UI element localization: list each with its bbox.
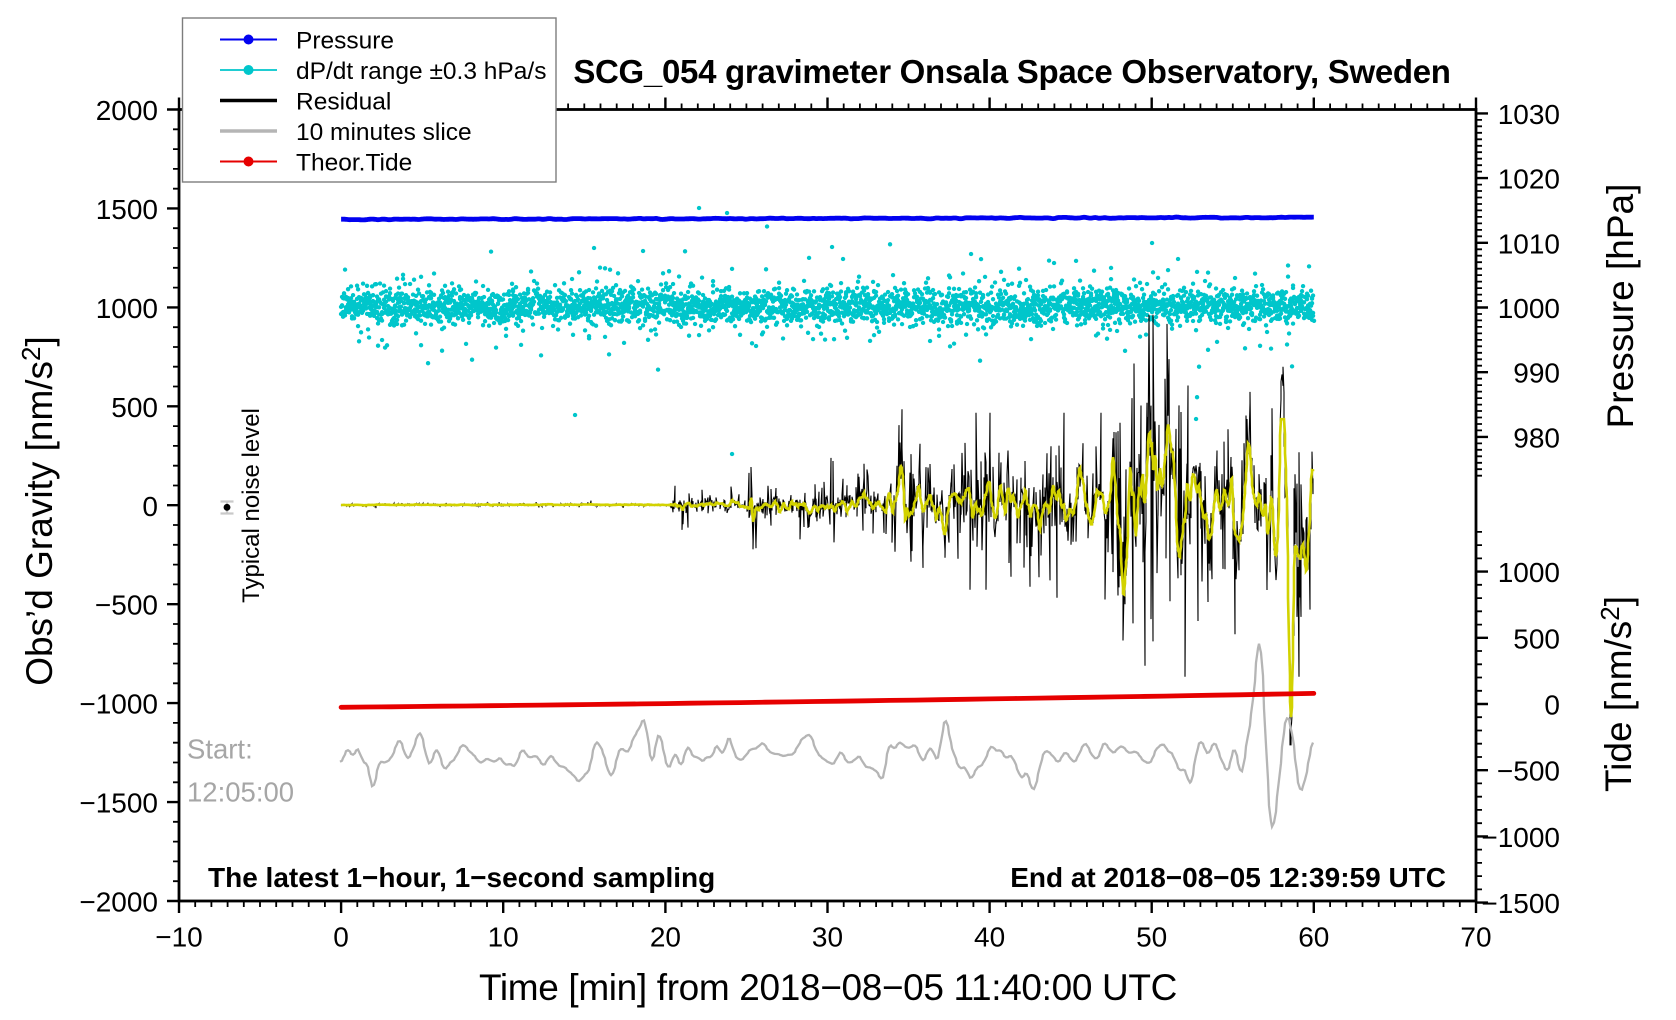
svg-text:Pressure [hPa]: Pressure [hPa] — [1600, 184, 1641, 429]
svg-text:12:05:00: 12:05:00 — [187, 777, 294, 808]
svg-text:1500: 1500 — [96, 194, 158, 225]
svg-text:10: 10 — [488, 922, 519, 953]
svg-text:10 minutes slice: 10 minutes slice — [296, 119, 472, 146]
svg-text:500: 500 — [111, 392, 158, 423]
svg-text:50: 50 — [1136, 922, 1167, 953]
svg-text:20: 20 — [650, 922, 681, 953]
svg-text:Typical noise level: Typical noise level — [238, 408, 265, 603]
svg-text:−1000: −1000 — [79, 689, 158, 720]
svg-text:1030: 1030 — [1498, 99, 1560, 130]
svg-text:990: 990 — [1513, 358, 1560, 389]
svg-text:40: 40 — [974, 922, 1005, 953]
svg-text:−1500: −1500 — [79, 788, 158, 819]
svg-text:−10: −10 — [155, 922, 203, 953]
svg-text:−1500: −1500 — [1481, 888, 1560, 919]
svg-text:Time [min] from 2018−08−05 11:: Time [min] from 2018−08−05 11:40:00 UTC — [479, 967, 1177, 1008]
svg-text:30: 30 — [812, 922, 843, 953]
svg-text:SCG_054 gravimeter Onsala Spac: SCG_054 gravimeter Onsala Space Observat… — [573, 53, 1450, 90]
svg-text:−1000: −1000 — [1481, 822, 1560, 853]
svg-text:−500: −500 — [95, 590, 158, 621]
svg-text:−500: −500 — [1497, 756, 1560, 787]
svg-text:The latest 1−hour, 1−second sa: The latest 1−hour, 1−second sampling — [208, 862, 715, 893]
svg-text:70: 70 — [1460, 922, 1491, 953]
svg-text:1000: 1000 — [1498, 557, 1560, 588]
svg-text:60: 60 — [1298, 922, 1329, 953]
svg-text:1010: 1010 — [1498, 228, 1560, 259]
svg-text:0: 0 — [333, 922, 349, 953]
svg-text:0: 0 — [1544, 690, 1560, 721]
svg-text:Pressure: Pressure — [296, 28, 394, 55]
svg-text:1000: 1000 — [96, 293, 158, 324]
svg-text:Tide [nm/s2]: Tide [nm/s2] — [1595, 596, 1639, 792]
svg-text:500: 500 — [1513, 623, 1560, 654]
svg-text:980: 980 — [1513, 422, 1560, 453]
svg-text:Theor.Tide: Theor.Tide — [296, 150, 412, 177]
svg-text:−2000: −2000 — [79, 887, 158, 918]
svg-text:0: 0 — [142, 491, 158, 522]
svg-text:Start:: Start: — [187, 734, 253, 765]
svg-text:Residual: Residual — [296, 89, 391, 116]
svg-text:1020: 1020 — [1498, 164, 1560, 195]
svg-text:Obs’d Gravity [nm/s2]: Obs’d Gravity [nm/s2] — [16, 336, 60, 686]
svg-text:1000: 1000 — [1498, 293, 1560, 324]
svg-text:2000: 2000 — [96, 95, 158, 126]
svg-text:dP/dt range ±0.3 hPa/s: dP/dt range ±0.3 hPa/s — [296, 58, 546, 85]
svg-text:End at 2018−08−05 12:39:59 UTC: End at 2018−08−05 12:39:59 UTC — [1010, 862, 1446, 893]
